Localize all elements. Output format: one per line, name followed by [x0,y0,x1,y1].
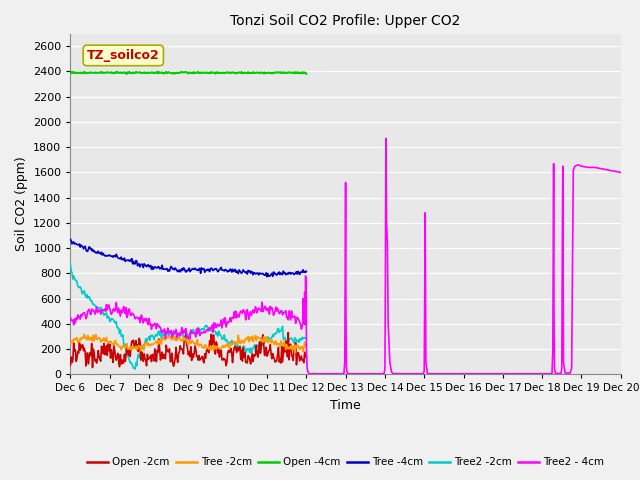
Legend: Open -2cm, Tree -2cm, Open -4cm, Tree -4cm, Tree2 -2cm, Tree2 - 4cm: Open -2cm, Tree -2cm, Open -4cm, Tree -4… [83,453,608,471]
Title: Tonzi Soil CO2 Profile: Upper CO2: Tonzi Soil CO2 Profile: Upper CO2 [230,14,461,28]
X-axis label: Time: Time [330,399,361,412]
Y-axis label: Soil CO2 (ppm): Soil CO2 (ppm) [15,156,28,252]
Text: TZ_soilco2: TZ_soilco2 [87,49,159,62]
